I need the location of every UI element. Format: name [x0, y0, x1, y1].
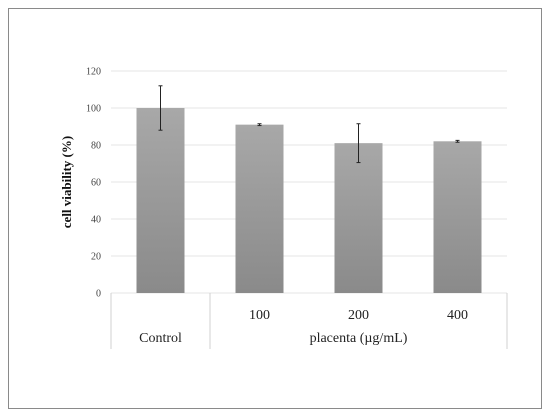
y-tick-label: 0 — [96, 289, 101, 300]
error-bars — [158, 85, 460, 164]
y-tick-label: 60 — [91, 178, 101, 189]
bar — [433, 141, 482, 293]
y-tick-label: 120 — [86, 67, 101, 78]
y-tick-label: 100 — [86, 104, 101, 115]
category-label: 100 — [249, 308, 270, 323]
bar — [136, 108, 185, 293]
y-axis-title: cell viability (%) — [59, 136, 74, 228]
bars — [136, 108, 482, 294]
bar — [235, 124, 284, 294]
y-tick-label: 20 — [91, 252, 101, 263]
category-label: 400 — [447, 308, 468, 323]
bar — [334, 143, 383, 293]
category-label: 200 — [348, 308, 369, 323]
chart-frame: 0 20 40 60 80 100 120 Control 100 200 400 placenta… — [8, 8, 542, 409]
bar-chart: 0 20 40 60 80 100 120 Control 100 200 400 placenta… — [59, 67, 508, 349]
y-tick-labels: 0 20 40 60 80 100 120 — [86, 67, 101, 300]
y-tick-label: 40 — [91, 215, 101, 226]
category-label-control: Control — [139, 331, 182, 346]
category-axis: Control 100 200 400 placenta (µg/mL) — [110, 293, 508, 349]
group-label: placenta (µg/mL) — [310, 331, 408, 346]
y-tick-label: 80 — [91, 141, 101, 152]
